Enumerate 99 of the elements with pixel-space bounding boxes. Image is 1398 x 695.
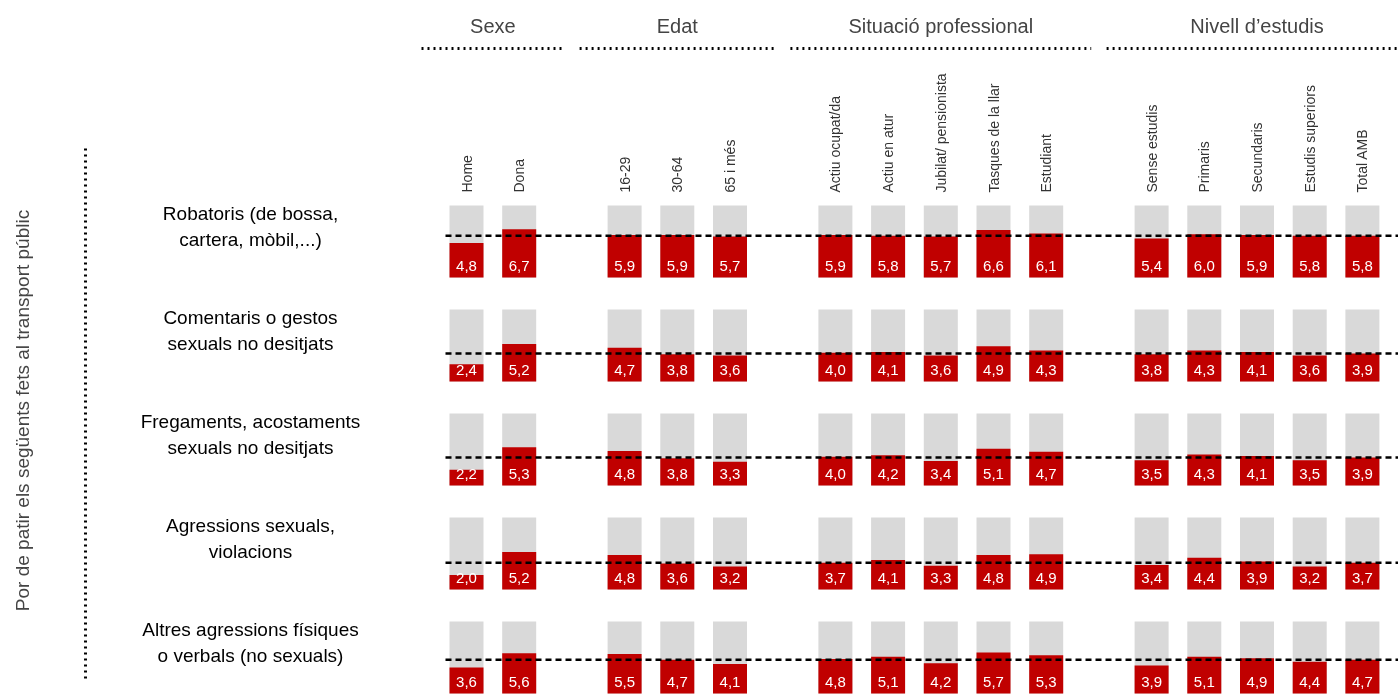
x-tick-label: Dona bbox=[511, 158, 528, 193]
data-label: 3,6 bbox=[456, 672, 477, 690]
x-tick-label: Actiu ocupat/da bbox=[827, 95, 844, 193]
data-label: 3,2 bbox=[719, 568, 741, 586]
data-label: 5,7 bbox=[719, 256, 741, 274]
x-tick-label: Sense estudis bbox=[1143, 104, 1160, 193]
data-label: 5,1 bbox=[983, 464, 1004, 482]
x-tick-label: Total AMB bbox=[1354, 129, 1371, 193]
data-label: 5,3 bbox=[508, 464, 530, 482]
x-tick-label: Primaris bbox=[1196, 141, 1213, 193]
data-label: 4,8 bbox=[614, 464, 636, 482]
data-label: 3,3 bbox=[930, 568, 952, 586]
data-label: 4,1 bbox=[719, 672, 741, 690]
data-label: 3,6 bbox=[666, 568, 688, 586]
x-tick-label: 30-64 bbox=[669, 156, 686, 193]
data-label: 3,7 bbox=[1351, 568, 1373, 586]
data-label: 4,7 bbox=[1351, 672, 1373, 690]
data-label: 3,6 bbox=[1299, 360, 1321, 378]
data-label: 4,4 bbox=[1193, 568, 1215, 586]
data-label: 3,5 bbox=[1299, 464, 1321, 482]
data-label: 3,5 bbox=[1141, 464, 1163, 482]
data-label: 6,1 bbox=[1035, 256, 1057, 274]
data-label: 6,6 bbox=[983, 256, 1004, 274]
data-label: 4,9 bbox=[1246, 672, 1268, 690]
text: Altres agressions físiques o verbals (no sexuals) bbox=[142, 619, 359, 666]
data-label: 6,0 bbox=[1193, 256, 1215, 274]
data-label: 4,1 bbox=[1246, 360, 1268, 378]
data-label: 5,9 bbox=[824, 256, 846, 274]
data-label: 5,8 bbox=[1299, 256, 1321, 274]
data-label: 2,4 bbox=[456, 360, 477, 378]
data-label: 4,3 bbox=[1193, 360, 1215, 378]
data-label: 5,9 bbox=[614, 256, 636, 274]
data-label: 3,7 bbox=[824, 568, 846, 586]
data-label: 4,3 bbox=[1193, 464, 1215, 482]
data-label: 5,8 bbox=[877, 256, 899, 274]
data-label: 3,8 bbox=[666, 464, 688, 482]
data-label: 4,8 bbox=[824, 672, 846, 690]
data-label: 5,2 bbox=[508, 568, 530, 586]
data-label: 5,6 bbox=[508, 672, 530, 690]
data-label: 3,6 bbox=[930, 360, 952, 378]
x-tick-label: Estudiant bbox=[1038, 134, 1055, 193]
data-label: 4,4 bbox=[1299, 672, 1321, 690]
data-label: 3,9 bbox=[1351, 360, 1373, 378]
data-label: 5,8 bbox=[1351, 256, 1373, 274]
x-tick-label: Estudis superiors bbox=[1301, 85, 1318, 193]
text: Fregaments, acostaments sexuals no desitjats bbox=[140, 411, 361, 458]
data-label: 4,1 bbox=[1246, 464, 1268, 482]
data-label: 3,4 bbox=[1141, 568, 1163, 586]
x-tick-label: Actiu en atur bbox=[880, 113, 897, 193]
x-tick-label: Secundaris bbox=[1249, 122, 1265, 193]
data-label: 4,3 bbox=[1035, 360, 1057, 378]
data-label: 4,9 bbox=[1035, 568, 1057, 586]
text: Edat bbox=[656, 14, 699, 37]
data-label: 5,4 bbox=[1141, 256, 1163, 274]
data-label: 4,2 bbox=[877, 464, 899, 482]
data-label: 3,8 bbox=[666, 360, 688, 378]
data-label: 5,9 bbox=[1246, 256, 1268, 274]
x-tick-label: Jubilat/ pensionista bbox=[932, 73, 949, 193]
text: Nivell d’estudis bbox=[1190, 14, 1324, 37]
data-label: 5,9 bbox=[666, 256, 688, 274]
data-label: 5,5 bbox=[614, 672, 636, 690]
data-label: 4,1 bbox=[877, 568, 899, 586]
data-label: 5,1 bbox=[1193, 672, 1215, 690]
text: Sexe bbox=[470, 14, 516, 37]
text: Agressions sexuals, violacions bbox=[166, 515, 335, 562]
data-label: 4,7 bbox=[614, 360, 636, 378]
data-label: 5,7 bbox=[983, 672, 1004, 690]
x-tick-label: 65 i més bbox=[722, 139, 738, 193]
x-tick-label: Tasques de la llar bbox=[985, 83, 1002, 193]
data-label: 5,7 bbox=[930, 256, 952, 274]
data-label: 4,2 bbox=[930, 672, 952, 690]
data-label: 4,8 bbox=[614, 568, 636, 586]
data-label: 4,8 bbox=[983, 568, 1004, 586]
data-label: 6,7 bbox=[508, 256, 530, 274]
data-label: 3,4 bbox=[930, 464, 952, 482]
x-tick-label: 16-29 bbox=[616, 156, 633, 193]
data-label: 3,6 bbox=[719, 360, 741, 378]
data-label: 2,2 bbox=[456, 464, 477, 482]
data-label: 3,9 bbox=[1351, 464, 1373, 482]
data-label: 3,8 bbox=[1141, 360, 1163, 378]
data-label: 4,7 bbox=[666, 672, 688, 690]
text: Comentaris o gestos sexuals no desitjats bbox=[163, 307, 338, 354]
data-label: 4,8 bbox=[456, 256, 477, 274]
data-label: 5,3 bbox=[1035, 672, 1057, 690]
text: Situació professional bbox=[848, 14, 1034, 37]
data-label: 4,7 bbox=[1035, 464, 1057, 482]
data-label: 5,2 bbox=[508, 360, 530, 378]
data-label: 3,3 bbox=[719, 464, 741, 482]
data-label: 4,1 bbox=[877, 360, 899, 378]
x-tick-label: Home bbox=[458, 154, 475, 193]
data-label: 3,2 bbox=[1299, 568, 1321, 586]
data-label: 4,9 bbox=[983, 360, 1004, 378]
data-label: 4,0 bbox=[824, 360, 846, 378]
text: Robatoris (de bossa, cartera, mòbil,...) bbox=[162, 203, 339, 250]
y-axis-title: Por de patir els següents fets al transport públic bbox=[12, 209, 33, 612]
data-label: 5,1 bbox=[877, 672, 899, 690]
data-label: 3,9 bbox=[1141, 672, 1163, 690]
data-label: 3,9 bbox=[1246, 568, 1268, 586]
data-label: 4,0 bbox=[824, 464, 846, 482]
